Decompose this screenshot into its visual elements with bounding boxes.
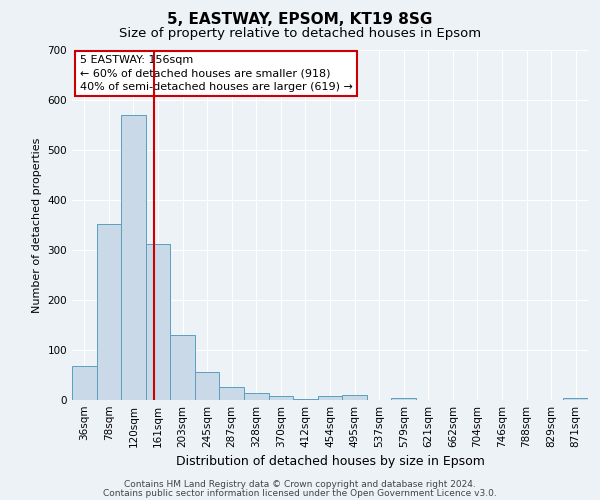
Bar	[391, 398, 416, 400]
Text: 5 EASTWAY: 156sqm
← 60% of detached houses are smaller (918)
40% of semi-detache: 5 EASTWAY: 156sqm ← 60% of detached hous…	[80, 56, 353, 92]
Bar	[318, 396, 342, 400]
Text: Size of property relative to detached houses in Epsom: Size of property relative to detached ho…	[119, 28, 481, 40]
Bar	[170, 335, 195, 400]
Bar	[342, 395, 367, 400]
Bar	[244, 392, 269, 400]
X-axis label: Distribution of detached houses by size in Epsom: Distribution of detached houses by size …	[176, 456, 484, 468]
Y-axis label: Number of detached properties: Number of detached properties	[32, 138, 42, 312]
Bar	[121, 115, 146, 400]
Bar	[220, 386, 244, 400]
Bar	[97, 224, 121, 400]
Text: 5, EASTWAY, EPSOM, KT19 8SG: 5, EASTWAY, EPSOM, KT19 8SG	[167, 12, 433, 28]
Bar	[563, 398, 588, 400]
Bar	[146, 244, 170, 400]
Text: Contains HM Land Registry data © Crown copyright and database right 2024.: Contains HM Land Registry data © Crown c…	[124, 480, 476, 489]
Bar	[269, 396, 293, 400]
Bar	[293, 398, 318, 400]
Text: Contains public sector information licensed under the Open Government Licence v3: Contains public sector information licen…	[103, 488, 497, 498]
Bar	[72, 366, 97, 400]
Bar	[195, 372, 220, 400]
